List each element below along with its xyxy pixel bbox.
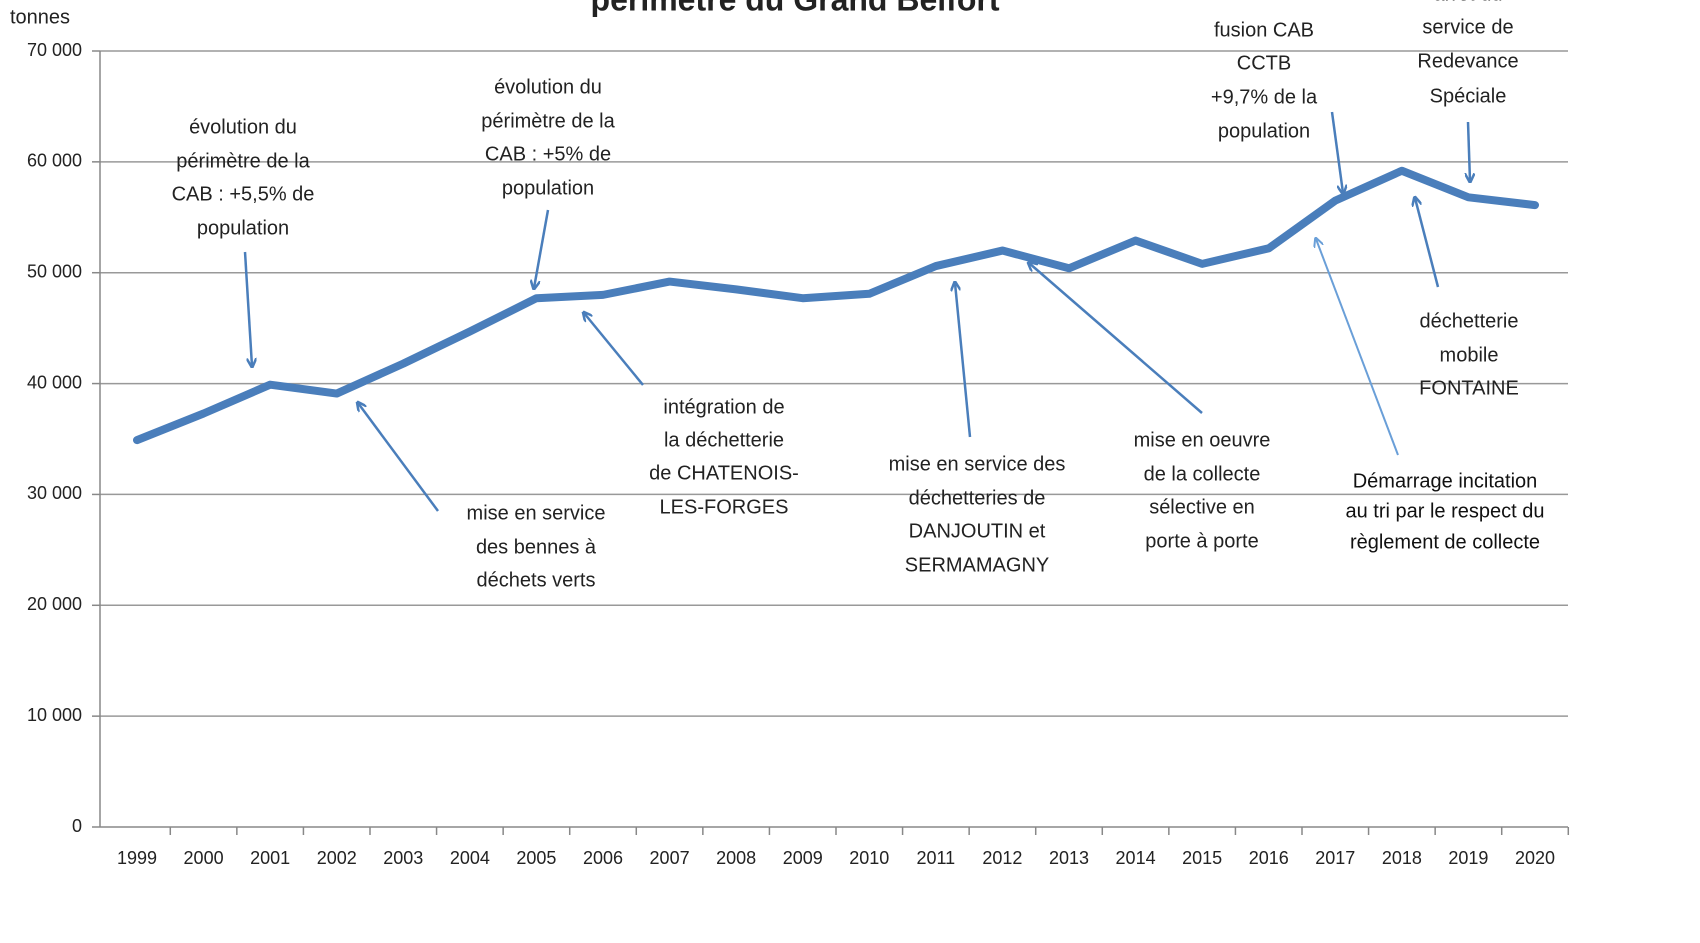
y-axis-label: tonnes [10, 6, 70, 28]
annotation-text: mise en service [467, 502, 606, 524]
annotation-arrow [584, 313, 644, 386]
y-tick-label: 50 000 [27, 261, 82, 281]
x-tick-label: 2003 [383, 848, 423, 868]
annotation-arrow [534, 209, 550, 288]
annotation-text: +9,7% de la [1211, 86, 1318, 108]
y-tick-label: 0 [72, 816, 82, 836]
annotation-text: périmètre de la [481, 110, 615, 132]
x-tick-label: 2015 [1182, 848, 1222, 868]
x-tick-label: 2017 [1315, 848, 1355, 868]
annotation-text: la déchetterie [664, 429, 784, 451]
annotation-text: population [197, 217, 289, 239]
x-tick-label: 2019 [1448, 848, 1488, 868]
annotation-text: LES-FORGES [660, 496, 789, 518]
annotation-text: CCTB [1237, 52, 1291, 74]
annotation-text: de CHATENOIS- [649, 462, 799, 484]
annotation-text: Démarrage incitation [1353, 470, 1538, 492]
chart-title: périmètre du Grand Belfort [591, 0, 1000, 17]
annotation-text: DANJOUTIN et [909, 520, 1046, 542]
x-tick-label: 2002 [317, 848, 357, 868]
annotation-text: porte à porte [1145, 530, 1258, 552]
annotation-text: des bennes à [476, 536, 597, 558]
annotation-text: sélective en [1149, 496, 1255, 518]
x-tick-label: 2005 [516, 848, 556, 868]
annotation-text: mise en oeuvre [1134, 429, 1271, 451]
x-tick-label: 2000 [184, 848, 224, 868]
x-tick-label: 2018 [1382, 848, 1422, 868]
annotation-arrow [243, 251, 252, 366]
annotation-arrow [1415, 198, 1440, 288]
y-tick-label: 60 000 [27, 151, 82, 171]
annotation-text: de la collecte [1144, 463, 1261, 485]
annotation-text: intégration de [663, 396, 784, 418]
x-tick-label: 2012 [982, 848, 1022, 868]
annotation-arrow [358, 403, 440, 512]
annotation-text: CAB : +5,5% de [172, 183, 315, 205]
annotation-text: Redevance [1417, 50, 1518, 72]
x-tick-label: 2006 [583, 848, 623, 868]
x-tick-label: 2001 [250, 848, 290, 868]
x-tick-label: 2009 [783, 848, 823, 868]
annotation-arrow [1029, 263, 1203, 414]
y-tick-label: 40 000 [27, 372, 82, 392]
annotation-text: Spéciale [1430, 85, 1507, 107]
annotation-text: règlement de collecte [1350, 531, 1540, 553]
x-tick-label: 2008 [716, 848, 756, 868]
annotation-text: fusion CAB [1214, 19, 1314, 41]
annotation-text: déchets verts [477, 569, 596, 591]
annotation-arrow [1316, 239, 1399, 456]
annotation-arrow [955, 283, 972, 438]
x-tick-label: 2020 [1515, 848, 1555, 868]
annotation-text: population [1218, 120, 1310, 142]
annotation-text: mise en service des [889, 453, 1066, 475]
annotation-arrow [1468, 121, 1470, 181]
x-tick-label: 2014 [1116, 848, 1156, 868]
x-tick-label: 2013 [1049, 848, 1089, 868]
x-tick-label: 2004 [450, 848, 490, 868]
annotation-text: service de [1422, 16, 1513, 38]
data-line [133, 166, 1539, 445]
annotation-text: arrêt du [1434, 0, 1503, 5]
annotation-text: FONTAINE [1419, 377, 1519, 399]
annotation-text: déchetteries de [909, 487, 1046, 509]
y-tick-label: 10 000 [27, 705, 82, 725]
x-tick-label: 1999 [117, 848, 157, 868]
y-tick-label: 20 000 [27, 594, 82, 614]
annotation-text: SERMAMAGNY [905, 554, 1049, 576]
y-tick-label: 30 000 [27, 483, 82, 503]
annotation-text: CAB : +5% de [485, 143, 611, 165]
x-tick-label: 2007 [650, 848, 690, 868]
annotation-text: au tri par le respect du [1346, 500, 1545, 522]
annotation-text: population [502, 177, 594, 199]
x-tick-label: 2010 [849, 848, 889, 868]
annotation-text: évolution du [189, 116, 297, 138]
annotation-text: périmètre de la [176, 150, 310, 172]
x-tick-label: 2011 [916, 848, 955, 868]
annotation-text: déchetterie [1420, 310, 1519, 332]
y-tick-label: 70 000 [27, 40, 82, 60]
annotation-text: mobile [1440, 344, 1499, 366]
annotation-text: évolution du [494, 76, 602, 98]
annotation-arrow [1330, 111, 1343, 193]
x-tick-label: 2016 [1249, 848, 1289, 868]
